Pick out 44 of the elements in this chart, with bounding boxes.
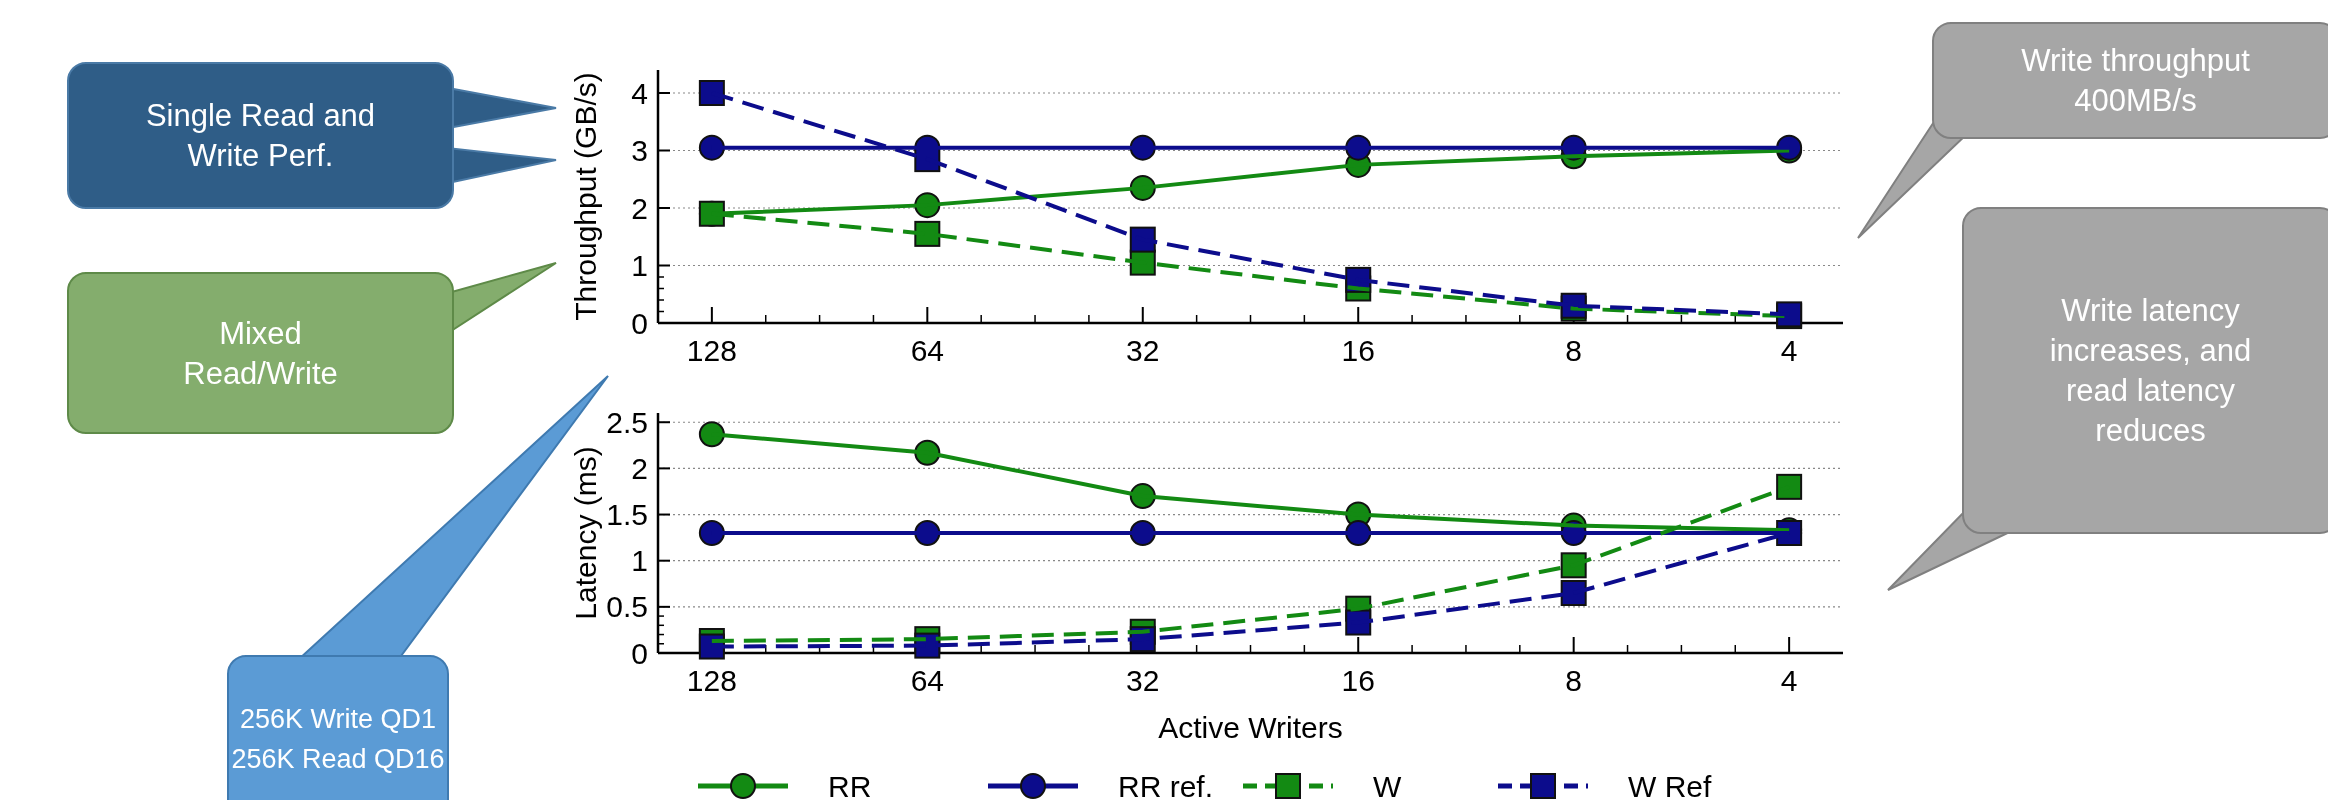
y-tick-label: 2 (631, 451, 648, 485)
legend-label: RR ref. (1118, 769, 1214, 803)
x-tick-label: 8 (1565, 664, 1583, 697)
text: Write latency increases, and read latency reduces (2049, 293, 2252, 449)
text: Write throughput 400MB/s (2021, 43, 2251, 119)
y-tick-label: 4 (631, 76, 648, 110)
point (1560, 552, 1587, 579)
y-axis-title: Throughput (GB/s) (569, 72, 602, 321)
x-tick-label: 128 (686, 334, 737, 367)
x-tick-label: 8 (1565, 334, 1583, 367)
x-tick-label: 4 (1780, 664, 1798, 697)
point (698, 80, 725, 106)
x-tick-label: 64 (910, 664, 945, 697)
x-tick-label: 32 (1126, 334, 1160, 367)
text: Mixed Read/Write (183, 315, 338, 391)
x-tick-label: 64 (910, 334, 945, 367)
point (1560, 580, 1587, 606)
y-tick-label: 1 (631, 544, 648, 578)
point (1776, 473, 1803, 500)
y-tick-label: 3 (631, 134, 648, 167)
y-axis-title: Latency (ms) (569, 446, 602, 620)
x-tick-label: 16 (1341, 334, 1375, 367)
x-tick-label: 16 (1341, 664, 1375, 697)
y-tick-label: 1.5 (606, 498, 648, 532)
y-tick-label: 2.5 (606, 405, 648, 439)
y-tick-label: 2 (631, 191, 648, 225)
legend-label: W (1373, 769, 1402, 803)
text: Single Read and Write Perf. (145, 98, 376, 174)
x-tick-label: 4 (1780, 334, 1798, 367)
point (698, 200, 725, 227)
text: 256K Write QD1 256K Read QD16 (231, 703, 445, 774)
point (698, 520, 725, 546)
x-tick-label: 128 (686, 664, 737, 697)
point (698, 134, 725, 161)
y-tick-label: 0.5 (606, 590, 648, 624)
legend-label: W Ref (1628, 769, 1712, 803)
y-tick-label: 0 (631, 306, 648, 340)
y-tick-label: 1 (631, 249, 648, 282)
legend-label: RR (828, 769, 872, 803)
y-tick-label: 0 (631, 636, 648, 670)
point (698, 421, 725, 448)
point (914, 220, 941, 247)
x-axis-title: Active Writers (1158, 711, 1343, 744)
x-tick-label: 32 (1126, 664, 1160, 697)
